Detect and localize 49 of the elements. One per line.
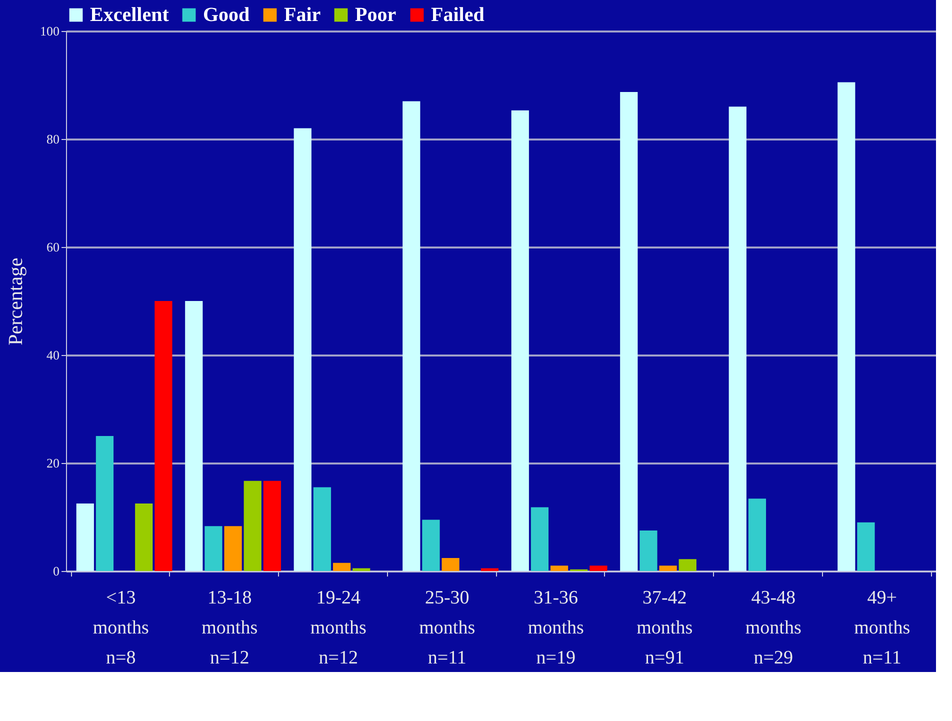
x-tick-label: 13-18 months n=12 [202,588,258,668]
y-tick-label: 60 [46,240,60,254]
x-tick-label: <13 months n=8 [92,588,149,668]
bar [511,110,529,571]
y-tick-label: 40 [46,348,60,362]
x-tick-label: 31-36 months n=19 [528,588,584,668]
bar [244,480,262,571]
bar [748,498,766,571]
bar [294,128,312,571]
bar [480,568,498,571]
bar [313,487,332,571]
legend-label: Poor [355,4,396,26]
x-tick-label: 25-30 months n=11 [419,588,476,668]
bar [620,92,638,571]
bar [590,566,608,571]
bar [263,480,281,571]
bar [530,507,549,571]
x-tick-label: 37-42 months n=91 [636,588,693,668]
bar [135,504,153,571]
bar [154,301,172,571]
x-tick-label: 43-48 months n=29 [745,588,802,668]
bar [422,520,440,571]
bar [352,568,370,571]
bar [442,558,460,571]
y-tick-label: 80 [46,132,60,146]
bar [728,106,746,571]
bar [857,522,875,571]
bar [96,436,114,571]
y-tick-label: 0 [53,564,60,578]
bar [550,566,568,571]
legend-label: Excellent [90,4,170,26]
bar [402,101,420,571]
y-tick-label: 100 [40,24,60,38]
bar [224,526,242,571]
bar [678,559,696,571]
bar [185,301,203,571]
bar [659,566,677,571]
x-tick-label: 19-24 months n=12 [310,588,366,668]
bar [640,530,658,571]
bar [204,526,222,571]
legend-label: Good [203,4,250,26]
bar [332,562,351,571]
x-tick-label: 49+ months n=11 [854,588,910,668]
legend-label: Failed [431,4,484,26]
legend-label: Fair [284,4,321,26]
bar [838,82,856,571]
y-axis-title: Percentage [5,258,27,346]
bar [76,504,94,571]
y-tick-label: 20 [46,456,60,470]
